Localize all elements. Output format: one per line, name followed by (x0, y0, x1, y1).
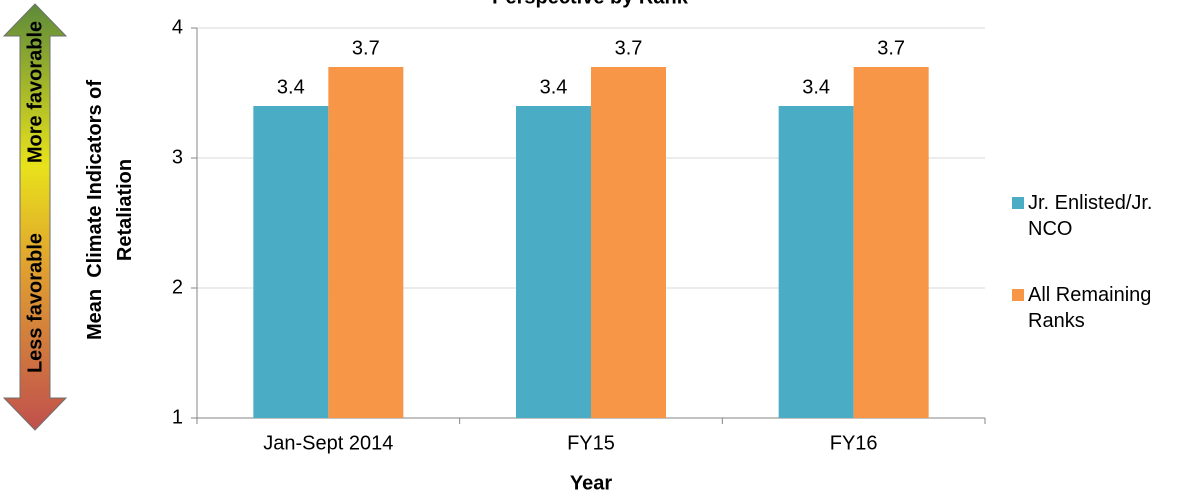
data-label: 3.7 (615, 37, 643, 59)
legend-swatch (1012, 197, 1024, 209)
legend-label: Jr. Enlisted/Jr. NCO (1028, 192, 1153, 240)
more-favorable: More favorable (24, 21, 46, 163)
legend: Jr. Enlisted/Jr. NCO All Remaining Ranks (1012, 190, 1187, 374)
legend-label: All Remaining Ranks (1028, 284, 1152, 332)
legend-swatch (1012, 289, 1024, 301)
x-axis-label: Year (570, 472, 612, 494)
legend-item: All Remaining Ranks (1012, 282, 1187, 334)
y-tick-label: 1 (172, 406, 183, 428)
data-label: 3.4 (802, 76, 830, 98)
bar (328, 67, 404, 418)
bar (853, 67, 929, 418)
bar (253, 106, 329, 418)
bar (516, 106, 591, 418)
data-label: 3.4 (540, 76, 568, 98)
y-tick-label: 3 (172, 146, 183, 168)
legend-item: Jr. Enlisted/Jr. NCO (1012, 190, 1187, 242)
x-tick-label: Jan-Sept 2014 (263, 432, 393, 454)
bar (591, 67, 666, 418)
y-axis-label: Mean Climate Indicators of Retaliation (84, 74, 136, 341)
x-tick-label: FY16 (830, 432, 878, 454)
y-tick-label: 4 (172, 16, 183, 38)
chart-title: Perspective by Rank (492, 0, 689, 8)
data-label: 3.4 (277, 76, 305, 98)
y-tick-label: 2 (172, 276, 183, 298)
bar (778, 106, 854, 418)
less-favorable: Less favorable (24, 233, 46, 373)
data-label: 3.7 (877, 37, 905, 59)
x-tick-label: FY15 (567, 432, 615, 454)
favorability-arrow (2, 3, 68, 431)
data-label: 3.7 (352, 37, 380, 59)
